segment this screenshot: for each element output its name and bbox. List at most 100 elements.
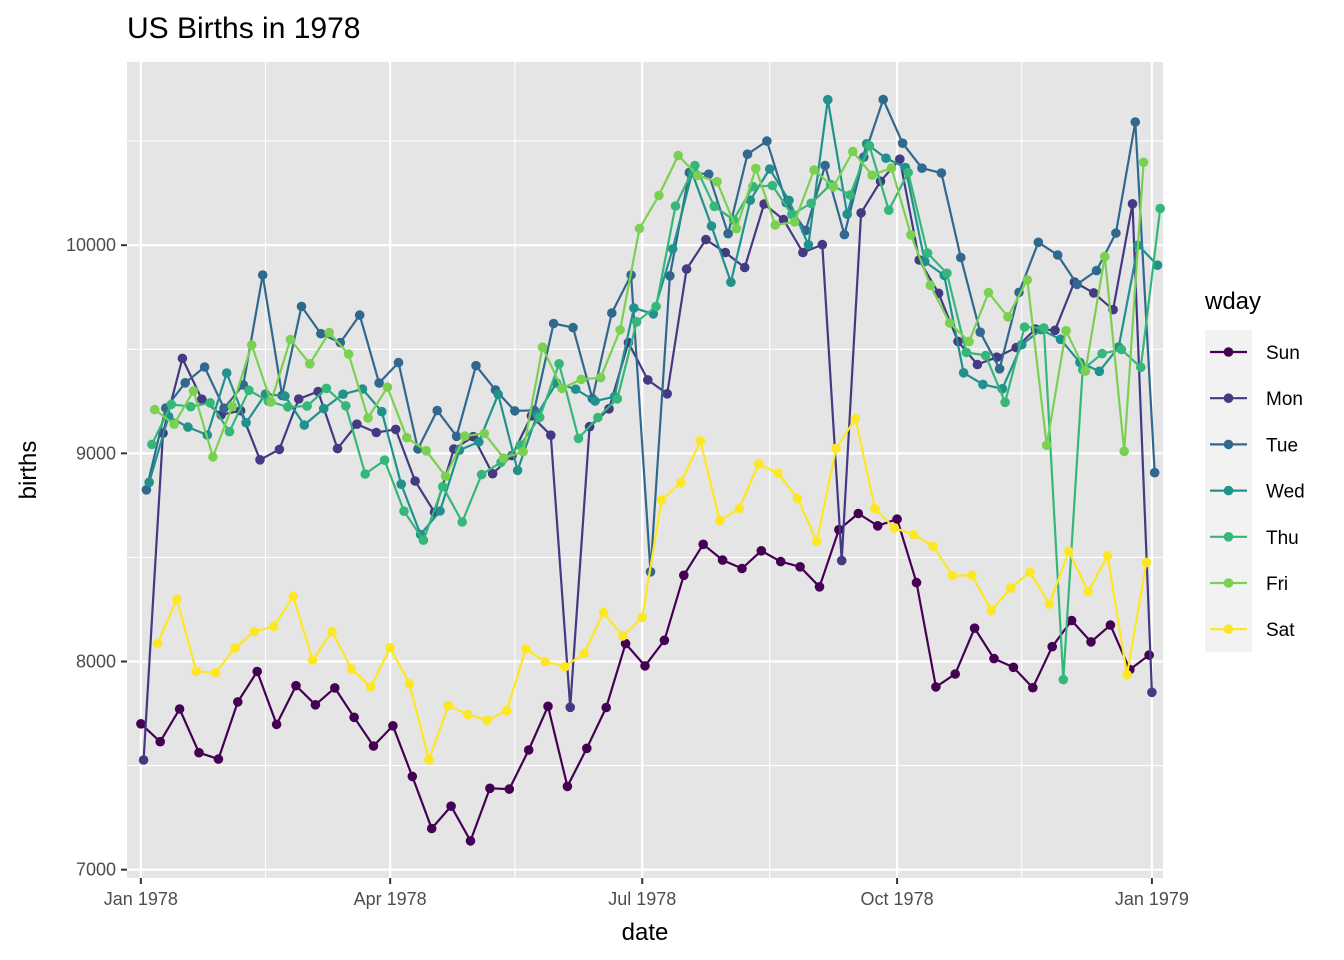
data-point [637,612,647,623]
data-point [565,702,575,713]
data-point [803,240,814,250]
data-point [670,201,681,211]
data-point [501,706,512,716]
data-point [562,781,573,792]
data-point [723,228,733,239]
data-point [136,719,146,729]
data-point [828,182,839,192]
data-point [870,503,880,514]
y-tick-label: 10000 [66,235,116,255]
data-point [224,426,235,437]
data-point [366,682,376,692]
data-point [643,375,653,385]
data-point [332,443,343,454]
data-point [811,536,822,547]
data-point [964,336,974,347]
data-point [185,401,196,412]
series-mon [138,154,1157,765]
data-point [307,655,318,665]
series-sat [152,413,1152,765]
data-point [557,383,567,394]
legend-label: Sun [1266,343,1300,364]
data-point [958,368,969,378]
data-point [1105,620,1116,630]
data-point [681,264,692,274]
legend-items: Sun Mon Tue Wed Thu Fri Sat [1210,343,1305,641]
y-axis-title: births [15,441,42,500]
data-point [1119,446,1129,457]
x-axis-title: date [622,919,669,946]
data-point [266,397,276,407]
data-point [573,433,584,444]
data-point [593,412,603,423]
data-point [1130,117,1141,127]
data-point [662,389,672,399]
data-point [1155,203,1165,214]
data-point [274,444,285,455]
data-point [1033,237,1044,248]
data-point [1152,260,1163,271]
data-point [504,784,515,794]
data-point [1116,344,1127,355]
data-point [717,555,728,565]
data-point [715,515,725,526]
data-point [1149,467,1160,478]
data-point [634,223,645,234]
legend-item-tue: Tue [1210,435,1298,456]
data-point [770,220,780,230]
data-point [221,368,232,378]
data-point [188,386,199,396]
data-point [931,682,941,692]
data-point [942,268,952,279]
data-point [1136,362,1146,373]
data-point [845,190,855,200]
data-point [618,631,628,641]
data-point [836,555,847,566]
data-point [1141,557,1152,568]
data-point [823,94,833,105]
legend-item-wed: Wed [1210,482,1305,503]
data-point [1003,312,1013,322]
data-point [784,195,794,206]
data-point [249,626,260,637]
x-tick-label: Apr 1978 [354,889,427,909]
data-point [640,661,650,671]
data-point [751,163,761,174]
data-point [465,836,476,846]
data-point [886,163,897,173]
data-point [460,431,470,441]
data-point [607,308,617,318]
data-point [665,271,675,281]
data-point [324,327,335,338]
data-point [789,217,800,227]
data-point [435,506,445,516]
data-point [878,94,888,105]
data-point [227,401,238,412]
x-tick-label: Jul 1978 [608,889,676,909]
data-point [210,668,221,678]
data-point [349,712,359,723]
data-point [922,248,933,258]
data-point [1102,551,1113,561]
legend-label: Mon [1266,389,1303,410]
data-point [590,396,600,406]
data-point [667,244,678,254]
data-point [335,337,346,348]
data-point [698,539,708,550]
legend-key-point [1223,347,1234,357]
legend-item-thu: Thu [1210,528,1299,549]
data-point [978,379,988,390]
data-point [169,419,179,430]
data-point [327,626,337,637]
data-point [1138,157,1149,168]
data-point [659,635,670,646]
data-point [1122,669,1132,680]
data-point [903,167,913,178]
data-point [1039,323,1049,333]
data-point [183,422,193,432]
data-point [296,301,307,312]
data-point [731,223,742,234]
data-point [656,495,667,506]
data-point [230,643,240,653]
data-point [806,198,816,209]
